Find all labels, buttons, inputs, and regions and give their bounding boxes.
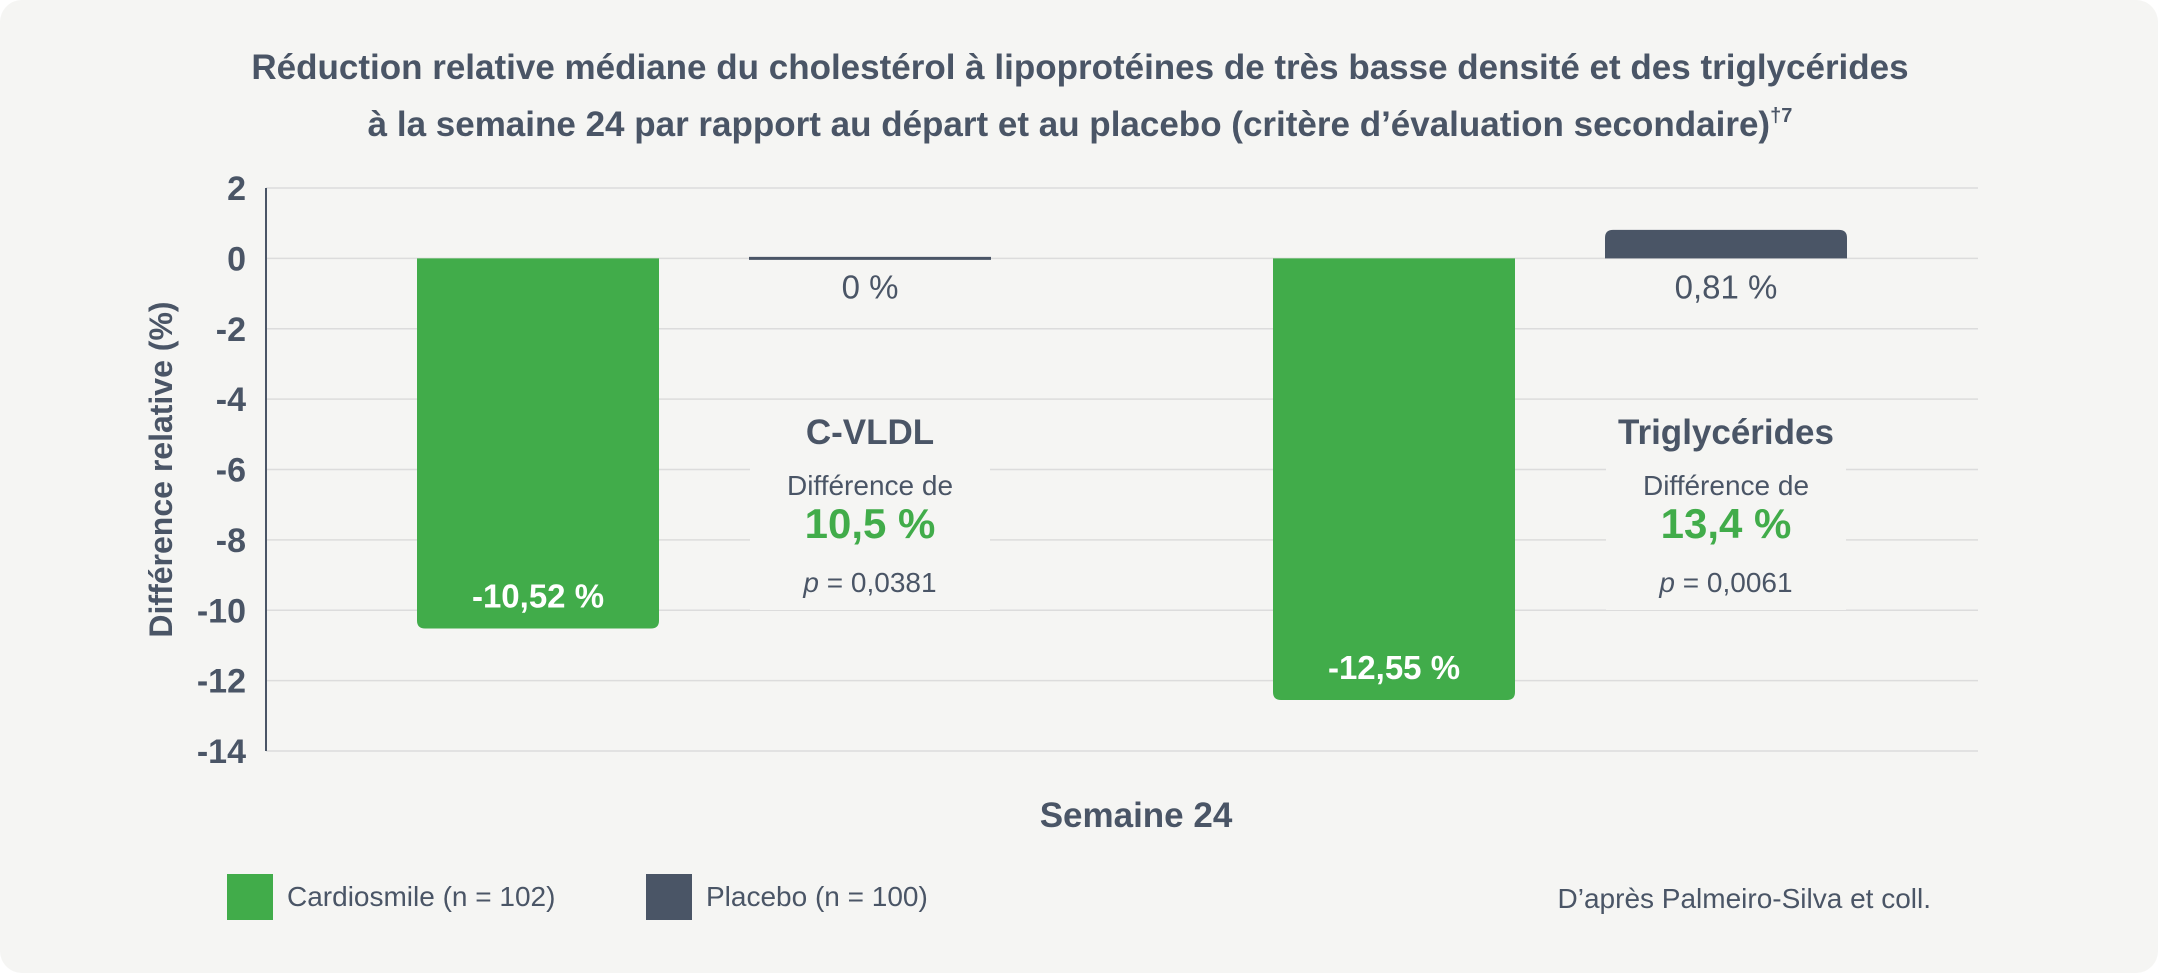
annotation-p-value: p = 0,0381 [802,567,936,598]
annotation-p-value: p = 0,0061 [1658,567,1792,598]
bar-value-label: 0 % [842,268,899,305]
legend-swatch-placebo [646,874,692,920]
bar-cardiosmile [417,258,659,629]
annotation-p-symbol: p [802,567,819,598]
annotation-p-text: = 0,0381 [819,567,937,598]
bar-placebo [1605,229,1847,259]
annotation-p-symbol: p [1658,567,1675,598]
legend-label-cardiosmile: Cardiosmile (n = 102) [287,881,556,912]
y-tick-label: -4 [216,381,246,419]
y-tick-label: -10 [197,592,246,630]
y-tick-label: 2 [227,170,246,208]
y-tick-label: -6 [216,452,246,490]
chart-title-line-2-text: à la semaine 24 par rapport au départ et… [367,105,1771,144]
chart-title-line-1: Réduction relative médiane du cholestéro… [251,48,1909,87]
chart-title: Réduction relative médiane du cholestéro… [140,44,2020,149]
annotation-heading: C-VLDL [806,413,934,452]
y-tick-label: -2 [216,311,246,349]
annotation-diff-value: 10,5 % [805,500,936,547]
chart-title-line-2: à la semaine 24 par rapport au départ et… [140,92,2020,149]
y-tick-label: -8 [216,522,246,560]
y-tick-label: -14 [197,733,246,771]
x-axis-title: Semaine 24 [1040,796,1233,835]
bar-placebo [749,256,991,260]
annotation-diff-value: 13,4 % [1661,500,1792,547]
y-tick-label: -12 [197,663,246,701]
bar-value-label: -12,55 % [1328,649,1460,686]
annotation-panel [750,458,990,610]
bar-value-label: -10,52 % [472,578,604,615]
annotation-diff-label: Différence de [1643,470,1809,501]
chart-title-superscript: †7 [1770,105,1793,127]
annotation-panel [1606,458,1846,610]
y-tick-label: 0 [227,240,246,278]
annotation-heading: Triglycérides [1618,413,1834,452]
bar-cardiosmile [1273,258,1515,700]
annotation-p-text: = 0,0061 [1675,567,1793,598]
bar-value-label: 0,81 % [1675,268,1778,305]
legend-label-placebo: Placebo (n = 100) [706,881,928,912]
annotation-diff-label: Différence de [787,470,953,501]
legend-swatch-cardiosmile [227,874,273,920]
y-axis-title: Différence relative (%) [143,301,179,637]
source-note: D’après Palmeiro-Silva et coll. [1557,883,1931,914]
